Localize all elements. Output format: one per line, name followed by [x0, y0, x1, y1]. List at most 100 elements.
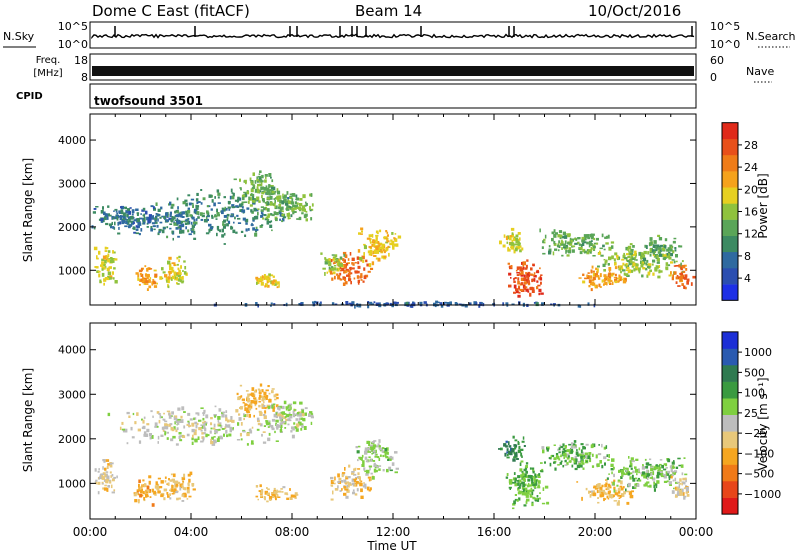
power-cell-5: [266, 187, 270, 191]
power-cell-4: [165, 219, 169, 222]
power-cell-3: [153, 207, 156, 211]
velocity-cell-12: [608, 484, 611, 487]
power-cell-11: [527, 277, 530, 281]
velocity-cell-3: [181, 406, 185, 411]
power-cell-2: [165, 277, 169, 281]
power-cell-5: [244, 192, 248, 197]
velocity-cell-13: [616, 484, 619, 487]
velocity-cell-3: [259, 423, 263, 427]
velocity-cell-13: [643, 474, 646, 479]
power-cell-14: [604, 278, 608, 281]
power-cell-2: [166, 279, 168, 283]
velocity-cell-5: [269, 498, 272, 501]
power-cell-4: [172, 237, 174, 241]
power-cell-7: [296, 197, 300, 201]
velocity-cell-11: [596, 463, 600, 467]
velocity-cell-7: [370, 487, 372, 491]
power-cell-2: [171, 275, 175, 280]
power-cell-8: [350, 281, 352, 285]
power-colorbar-tick-label-2: 20: [744, 183, 758, 196]
power-cell-5: [249, 177, 252, 181]
power-cell-0: [114, 280, 118, 284]
velocity-cell-9: [546, 501, 550, 505]
power-cell-3: [142, 214, 145, 217]
velocity-cell-3: [225, 423, 227, 428]
nsky-line: [91, 33, 695, 40]
power-cell-3: [133, 231, 137, 234]
power-cell-8: [344, 254, 348, 259]
power-cell-3: [120, 206, 123, 209]
power-cell-15: [633, 268, 636, 272]
velocity-cell-7: [355, 483, 358, 487]
power-cell-7: [305, 201, 307, 204]
velocity-cell-14: [678, 484, 681, 488]
power-cell-15: [635, 253, 637, 257]
power-cell-14: [598, 283, 601, 287]
velocity-cell-9: [536, 495, 539, 498]
power-cell-5: [249, 204, 253, 207]
power-cell-14: [594, 284, 598, 289]
velocity-cell-12: [607, 497, 610, 500]
velocity-cell-3: [257, 419, 260, 423]
velocity-cell-3: [218, 424, 222, 427]
power-cell-5: [259, 190, 262, 193]
power-cell-14: [589, 283, 592, 286]
power-cell-2: [178, 255, 181, 259]
power-cell-15: [616, 254, 619, 259]
power-cell-7: [286, 191, 289, 195]
power-cell-9: [363, 252, 365, 256]
power-cell-12: [510, 246, 514, 248]
power-cell-15: [630, 269, 634, 273]
power-cell-10: [324, 272, 326, 276]
velocity-cell-12: [596, 485, 600, 489]
power-cell-9: [362, 259, 365, 263]
power-cell-13: [590, 249, 593, 252]
velocity-cell-4: [243, 405, 246, 408]
power-cell-1: [144, 265, 147, 268]
velocity-cell-13: [625, 469, 628, 472]
velocity-cell-12: [603, 498, 607, 500]
velocity-cell-3: [248, 429, 251, 432]
power-ytick-label-0: 1000: [58, 264, 86, 277]
power-cell-17: [673, 237, 677, 240]
velocity-cell-13: [634, 483, 638, 486]
velocity-cell-14: [671, 490, 675, 494]
power-cell-15: [623, 252, 625, 256]
velocity-cell-5: [277, 490, 282, 493]
power-cell-15: [597, 265, 600, 268]
power-cell-1: [135, 272, 139, 275]
power-cell-3: [108, 223, 112, 227]
velocity-cell-3: [251, 426, 254, 429]
power-cell-4: [263, 214, 267, 217]
velocity-cell-8: [387, 459, 390, 461]
velocity-cell-8: [384, 448, 388, 452]
velocity-cell-3: [220, 425, 223, 429]
velocity-cell-9: [532, 484, 536, 486]
power-cell-15: [627, 245, 632, 250]
power-cell-7: [283, 195, 286, 199]
velocity-cell-14: [679, 482, 682, 485]
velocity-cell-6: [281, 417, 283, 419]
power-cell-13: [577, 237, 581, 240]
velocity-cell-6: [263, 405, 266, 408]
power-cell-3: [157, 218, 159, 222]
velocity-cell-3: [291, 434, 295, 439]
velocity-cell-9: [508, 486, 512, 489]
velocity-cell-7: [334, 488, 339, 491]
power-cell-18: [313, 303, 316, 306]
velocity-cell-7: [368, 478, 371, 482]
velocity-cell-11: [591, 465, 595, 468]
velocity-cell-11: [577, 453, 581, 457]
power-cell-15: [663, 254, 667, 257]
velocity-cell-4: [261, 389, 264, 393]
velocity-cell-3: [203, 409, 206, 413]
power-cell-13: [569, 237, 572, 241]
power-cell-13: [610, 241, 615, 244]
power-cell-3: [126, 213, 129, 218]
velocity-cell-9: [537, 486, 541, 489]
velocity-cell-5: [255, 485, 259, 488]
power-cell-7: [288, 200, 290, 204]
velocity-cell-3: [179, 439, 183, 442]
velocity-cell-3: [210, 417, 213, 420]
